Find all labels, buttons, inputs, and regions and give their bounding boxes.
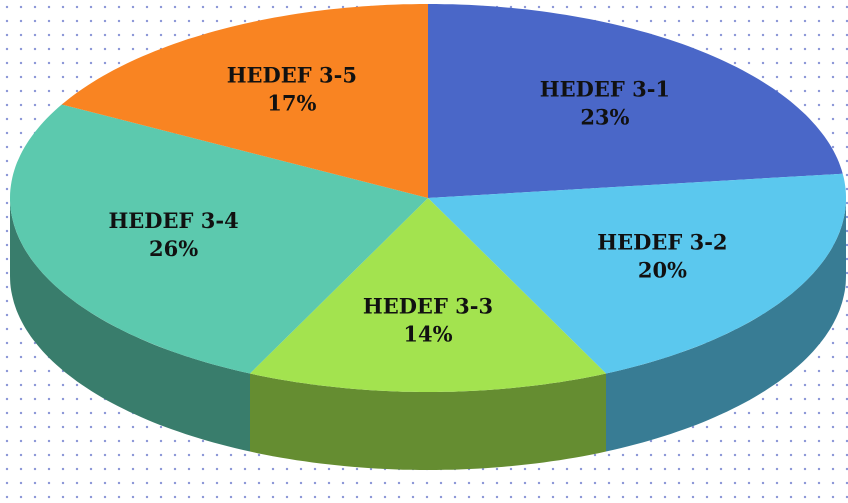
slice [428,173,846,374]
slice-side [10,198,250,452]
slice [10,104,428,374]
slice-label: HEDEF 3-5 [227,63,357,88]
slice-value-label: 20% [638,257,687,282]
slice-label: HEDEF 3-2 [597,229,727,254]
slice-label: HEDEF 3-4 [108,208,238,233]
slice-value-label: 14% [403,322,452,347]
slice-value-label: 26% [149,236,198,261]
slice-value-label: 23% [580,104,629,129]
slice [428,4,843,198]
slice-label: HEDEF 3-1 [540,76,670,101]
slice-value-label: 17% [267,91,316,116]
slice-label: HEDEF 3-3 [363,294,493,319]
slice-side [606,198,846,452]
slice-side [250,373,606,470]
slice [250,198,606,392]
slice [61,4,428,198]
